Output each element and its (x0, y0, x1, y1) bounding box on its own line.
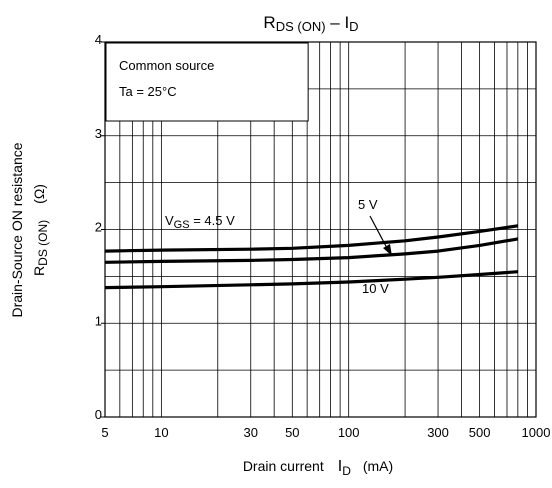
condition-text: Ta = 25°C (119, 84, 177, 99)
y-axis-label-line1: Drain-Source ON resistance (9, 142, 25, 317)
tick-labels: 5 10 30 50 100 300 500 1000 0 1 2 3 4 (95, 32, 551, 440)
x-tick-label: 100 (338, 425, 360, 440)
series-layer: VGS = 4.5 V 5 V 10 V (104, 197, 519, 296)
conditions-box-frame (105, 42, 309, 122)
x-tick-label: 1000 (522, 425, 551, 440)
x-tick-label: 10 (154, 425, 168, 440)
condition-text: Common source (119, 58, 214, 73)
x-tick-label: 500 (469, 425, 491, 440)
series-label: 10 V (362, 281, 389, 296)
x-tick-label: 30 (244, 425, 258, 440)
y-axis-label-line2: RDS (ON)(Ω) (31, 184, 50, 276)
series-label-arrow (383, 244, 392, 256)
conditions-box: Common source Ta = 25°C (105, 42, 309, 122)
series-label: VGS = 4.5 V (165, 213, 235, 231)
x-tick-label: 300 (427, 425, 449, 440)
y-tick-label: 1 (95, 313, 102, 328)
series-line (104, 237, 519, 264)
y-tick-label: 4 (95, 32, 102, 47)
series-label: 5 V (358, 197, 378, 212)
y-tick-label: 0 (95, 407, 102, 422)
series-line (104, 224, 519, 253)
x-tick-label: 50 (285, 425, 299, 440)
chart-title: RDS (ON) – ID (263, 13, 358, 34)
x-axis-label: Drain current ID (mA) (243, 458, 393, 478)
x-tick-label: 5 (101, 425, 108, 440)
series-line (104, 270, 518, 290)
series-label-leader (369, 215, 389, 251)
y-tick-label: 3 (95, 126, 102, 141)
y-tick-label: 2 (95, 220, 102, 235)
